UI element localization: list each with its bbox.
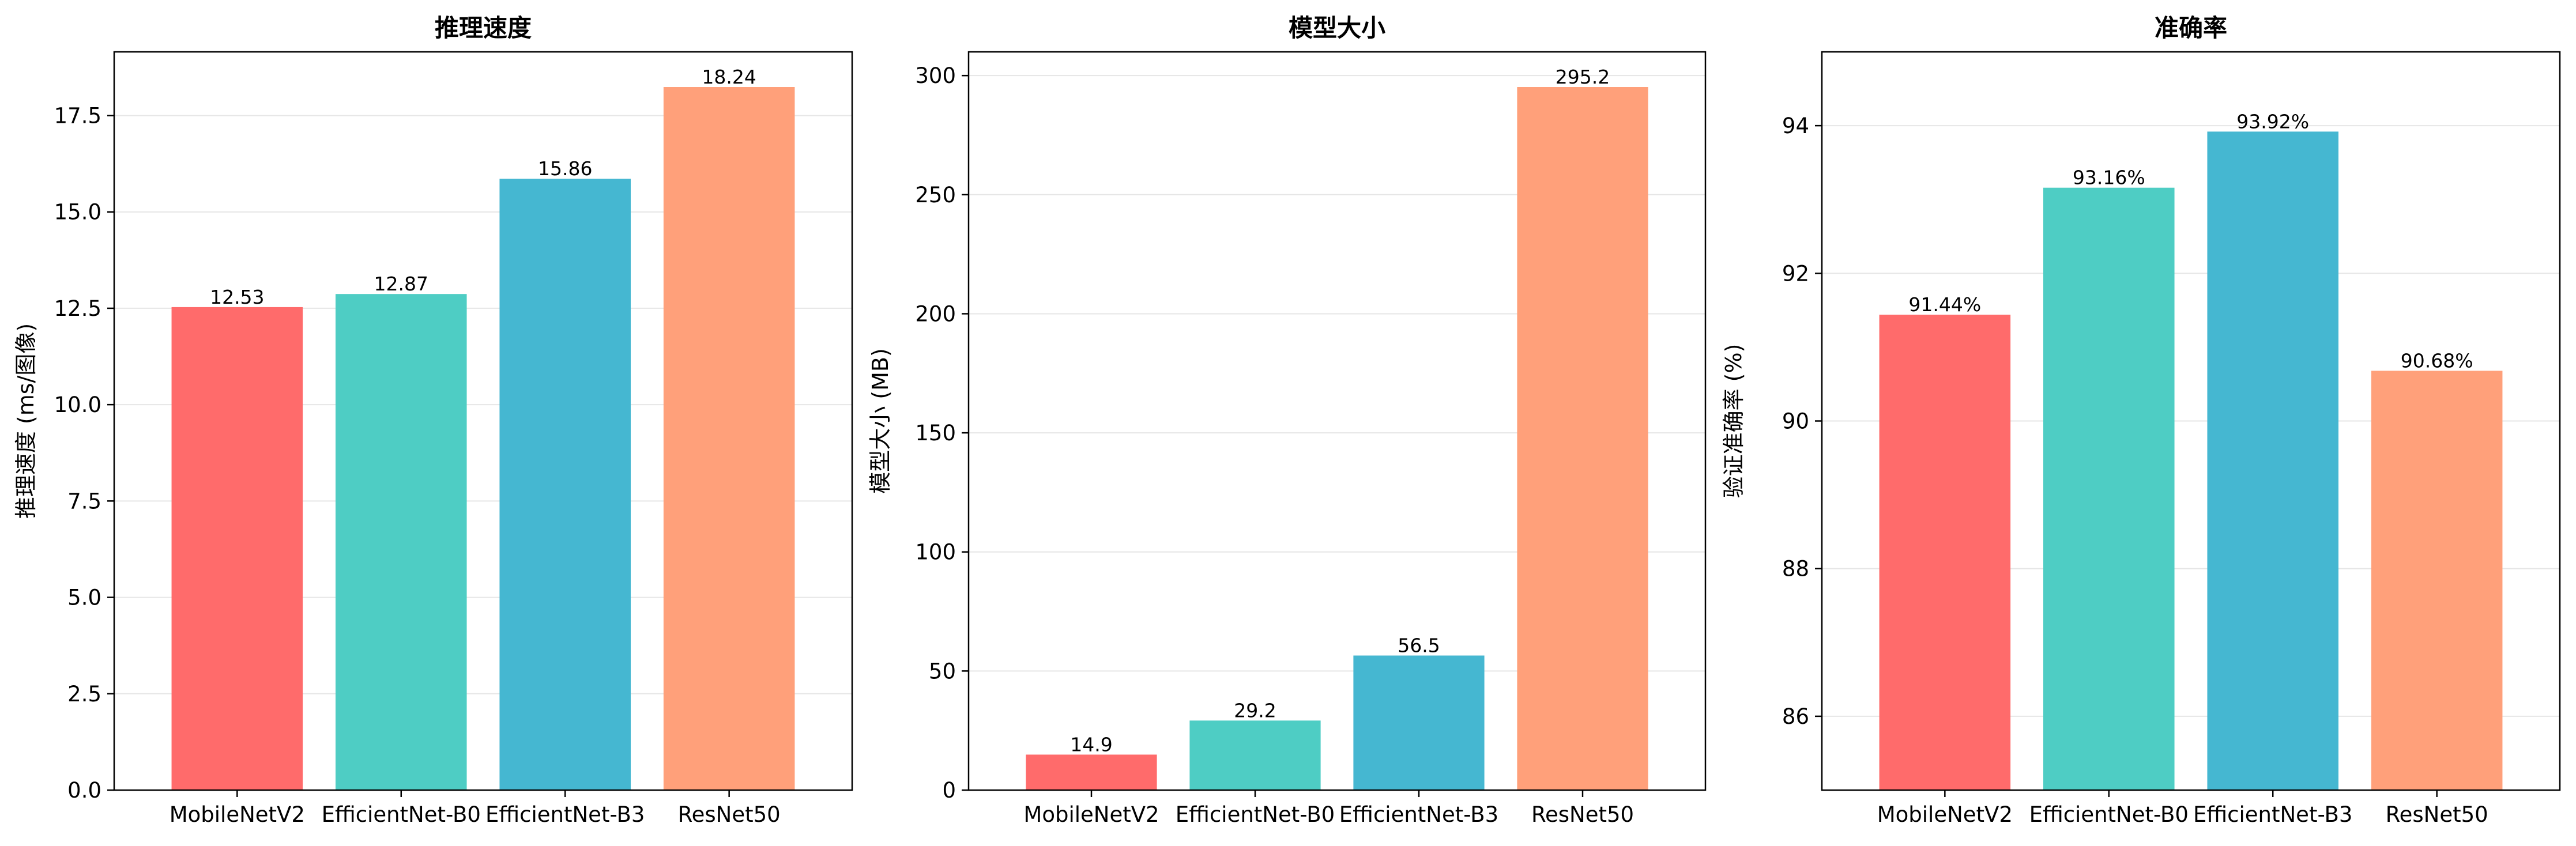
y-tick-label: 100: [915, 540, 956, 565]
y-tick-label: 50: [929, 659, 956, 683]
bar-1: [1026, 754, 1157, 790]
y-tick-label: 300: [915, 63, 956, 88]
x-tick-label: EfficientNet-B3: [2193, 802, 2352, 827]
x-tick-label: ResNet50: [2386, 802, 2488, 827]
bar-2: [1189, 720, 1321, 790]
chart-title: 模型大小: [1289, 14, 1385, 42]
bar-value-label: 93.16%: [2073, 167, 2145, 189]
chart-panel-1: 12.53 12.87 15.86 18.24 0.0 2.5 5.0 7.5 10.0 12.5…: [13, 14, 853, 827]
x-tick-label: EfficientNet-B0: [322, 802, 481, 827]
chart-title: 准确率: [2155, 14, 2227, 42]
chart-panel-3: 91.44% 93.16% 93.92% 90.68% 86 88 90 92 94 Mobile…: [1721, 14, 2561, 827]
y-tick-label: 86: [1782, 704, 1809, 729]
y-tick-label: 12.5: [54, 296, 101, 321]
x-tick-label: MobileNetV2: [1877, 802, 2013, 827]
bar-value-label: 12.53: [210, 286, 264, 308]
x-tick-label: EfficientNet-B0: [2029, 802, 2189, 827]
bar-value-label: 14.9: [1070, 733, 1112, 756]
bar-1: [171, 307, 303, 790]
y-tick-label: 200: [915, 301, 956, 326]
bar-3: [1353, 655, 1485, 790]
bar-value-label: 29.2: [1234, 699, 1276, 722]
bar-2: [336, 294, 467, 791]
y-tick-label: 92: [1782, 261, 1809, 286]
y-tick-label: 15.0: [54, 200, 101, 225]
y-tick-label: 0.0: [67, 778, 101, 803]
x-tick-label: MobileNetV2: [1023, 802, 1159, 827]
y-tick-label: 5.0: [67, 586, 101, 610]
y-tick-label: 0: [942, 778, 956, 803]
bar-value-label: 91.44%: [1908, 293, 1981, 316]
bar-value-label: 90.68%: [2401, 349, 2473, 372]
bar-value-label: 15.86: [538, 157, 592, 180]
x-tick-label: MobileNetV2: [170, 802, 305, 827]
bar-3: [2207, 131, 2338, 790]
bar-4: [663, 87, 795, 790]
y-tick-label: 150: [915, 421, 956, 445]
bar-1: [1879, 315, 2011, 790]
bar-value-label: 56.5: [1398, 634, 1440, 656]
y-tick-label: 17.5: [54, 103, 101, 128]
y-tick-label: 90: [1782, 409, 1809, 434]
plot-frame: [967, 51, 1707, 791]
y-tick-label: 94: [1782, 114, 1809, 138]
y-axis-label: 推理速度 (ms/图像): [13, 323, 39, 519]
x-tick-label: ResNet50: [678, 802, 781, 827]
y-tick-label: 10.0: [54, 392, 101, 417]
y-axis-label: 验证准确率 (%): [1721, 344, 1746, 498]
bar-4: [2371, 371, 2503, 790]
x-tick-label: EfficientNet-B3: [485, 802, 645, 827]
x-tick-label: ResNet50: [1531, 802, 1634, 827]
y-tick-label: 7.5: [67, 489, 101, 513]
chart-panel-2: 14.9 29.2 56.5 295.2 0 50 100 150 200 250 300 Mobil…: [868, 14, 1707, 827]
y-axis-label: 模型大小 (MB): [868, 348, 893, 494]
y-tick-label: 250: [915, 183, 956, 207]
plot-frame: [113, 51, 853, 791]
bar-value-label: 295.2: [1556, 66, 1610, 88]
bar-2: [2043, 187, 2175, 791]
bar-4: [1517, 87, 1648, 790]
bar-value-label: 18.24: [702, 66, 756, 88]
y-tick-label: 2.5: [67, 682, 101, 707]
x-tick-label: EfficientNet-B0: [1176, 802, 1335, 827]
y-tick-label: 88: [1782, 557, 1809, 581]
bar-value-label: 12.87: [374, 273, 428, 295]
bar-value-label: 93.92%: [2236, 110, 2309, 133]
chart-title: 推理速度: [435, 14, 532, 42]
bar-3: [499, 179, 631, 790]
x-tick-label: EfficientNet-B3: [1339, 802, 1498, 827]
